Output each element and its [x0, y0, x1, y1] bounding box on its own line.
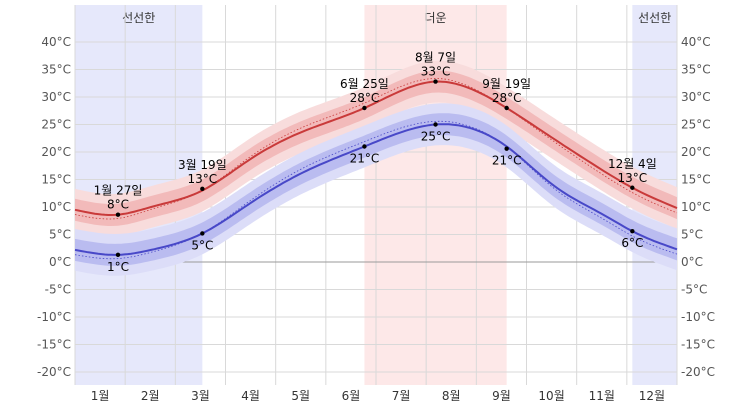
- month-label-4: 5월: [291, 389, 310, 403]
- temperature-bands: [75, 60, 677, 276]
- high-line: [74, 80, 678, 216]
- annotation-date-10: 12월 4일: [608, 157, 657, 171]
- y-tick-right-0: 40°C: [681, 35, 711, 49]
- month-label-3: 4월: [241, 389, 260, 403]
- y-tick-left-6: 10°C: [41, 200, 71, 214]
- y-tick-left-3: 25°C: [41, 118, 71, 132]
- annotation-value-9: 21°C: [492, 154, 522, 168]
- annotation-value-5: 21°C: [350, 152, 380, 166]
- y-tick-right-11: -15°C: [681, 338, 715, 352]
- y-tick-left-9: -5°C: [45, 283, 71, 297]
- annotation-date-0: 1월 27일: [94, 184, 143, 198]
- annotation-point-10: [630, 185, 635, 190]
- annotation-value-0: 8°C: [107, 198, 129, 212]
- axis-labels: 40°C 40°C 35°C 35°C 30°C 30°C 25°C 25°C 20°C 20°C…: [37, 35, 715, 403]
- low-band-outer: [75, 103, 677, 276]
- annotation-date-6: 8월 7일: [415, 51, 456, 65]
- month-label-9: 10월: [538, 389, 564, 403]
- annotation-value-8: 28°C: [492, 91, 522, 105]
- y-tick-right-10: -10°C: [681, 310, 715, 324]
- y-tick-right-5: 15°C: [681, 173, 711, 187]
- y-tick-right-7: 5°C: [681, 228, 703, 242]
- low-line: [74, 123, 678, 256]
- annotation-value-4: 28°C: [350, 91, 380, 105]
- high-reference-line: [74, 78, 678, 220]
- season-label-2: 선선한: [638, 11, 671, 25]
- y-tick-right-6: 10°C: [681, 200, 711, 214]
- annotation-date-8: 9월 19일: [482, 77, 531, 91]
- annotation-point-11: [630, 229, 635, 234]
- month-label-8: 9월: [492, 389, 511, 403]
- y-tick-right-2: 30°C: [681, 90, 711, 104]
- y-tick-left-12: -20°C: [37, 365, 71, 379]
- annotation-point-0: [115, 212, 121, 217]
- annotation-point-9: [504, 146, 509, 151]
- annotation-point-1: [115, 252, 121, 258]
- annotation-point-3: [200, 231, 205, 236]
- month-label-6: 7월: [392, 389, 411, 403]
- high-band-outer: [75, 60, 677, 236]
- y-tick-left-8: 0°C: [49, 255, 71, 269]
- y-tick-left-2: 30°C: [41, 90, 71, 104]
- high-band-inner: [75, 70, 677, 226]
- annotation-value-3: 5°C: [191, 238, 213, 252]
- month-label-5: 6월: [342, 389, 361, 403]
- y-tick-left-1: 35°C: [41, 63, 71, 77]
- y-tick-right-9: -5°C: [681, 283, 707, 297]
- season-label-0: 선선한: [122, 11, 155, 25]
- annotation-value-11: 6°C: [621, 236, 643, 250]
- annotation-date-4: 6월 25일: [340, 77, 389, 91]
- month-label-10: 11월: [589, 389, 615, 403]
- annotation-point-6: [433, 79, 438, 84]
- y-tick-right-12: -20°C: [681, 365, 715, 379]
- y-tick-left-7: 5°C: [49, 228, 71, 242]
- y-tick-left-11: -15°C: [37, 338, 71, 352]
- month-label-2: 3월: [191, 389, 210, 403]
- month-label-1: 2월: [141, 389, 160, 403]
- annotation-value-1: 1°C: [107, 260, 129, 274]
- y-tick-right-8: 0°C: [681, 255, 703, 269]
- annotation-value-7: 25°C: [421, 130, 451, 144]
- season-bands: 선선한 더운 선선한: [75, 5, 677, 385]
- month-label-0: 1월: [91, 389, 110, 403]
- month-label-11: 12월: [639, 389, 665, 403]
- annotation-point-7: [433, 122, 438, 127]
- temperature-lines: [74, 78, 678, 260]
- low-band-inner: [75, 113, 677, 266]
- annotation-value-6: 33°C: [421, 65, 451, 79]
- annotation-value-2: 13°C: [188, 172, 218, 186]
- annotation-point-8: [504, 105, 509, 111]
- low-reference-line: [74, 120, 678, 260]
- y-tick-right-4: 20°C: [681, 145, 711, 159]
- annotation-point-2: [200, 186, 205, 192]
- annotation-point-4: [362, 105, 367, 111]
- month-label-7: 8월: [442, 389, 461, 403]
- annotation-point-5: [362, 144, 367, 149]
- y-tick-right-3: 25°C: [681, 118, 711, 132]
- annotation-value-10: 13°C: [618, 171, 648, 185]
- y-tick-left-4: 20°C: [41, 145, 71, 159]
- y-tick-left-5: 15°C: [41, 173, 71, 187]
- y-tick-left-10: -10°C: [37, 310, 71, 324]
- season-label-1: 더운: [424, 11, 446, 25]
- annotation-date-2: 3월 19일: [178, 158, 227, 172]
- y-tick-right-1: 35°C: [681, 63, 711, 77]
- y-tick-left-0: 40°C: [41, 35, 71, 49]
